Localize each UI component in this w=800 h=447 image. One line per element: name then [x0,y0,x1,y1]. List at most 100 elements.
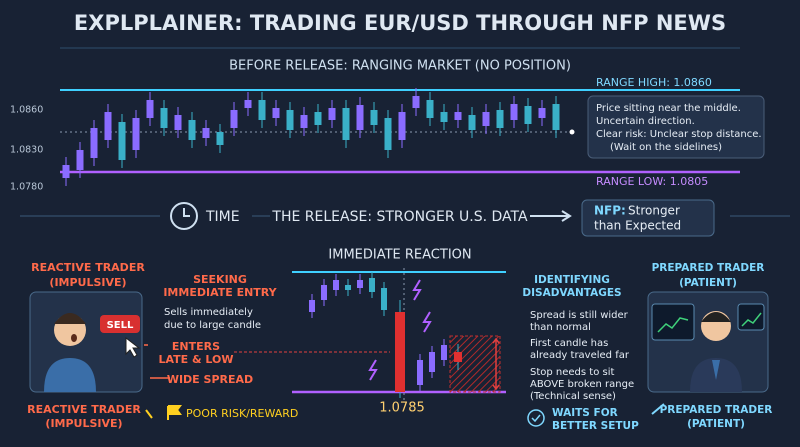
before-heading: BEFORE RELEASE: RANGING MARKET (NO POSIT… [229,59,571,74]
range-high-label: RANGE HIGH: 1.0860 [596,76,712,89]
point: than normal [530,322,591,333]
sell-label: SELL [107,320,134,331]
point: First candle has [530,338,608,349]
reactive-footer: REACTIVE TRADER [27,403,141,416]
candle-body [356,105,364,130]
candle-body [369,278,375,292]
range-low-label: RANGE LOW: 1.0805 [596,175,708,188]
candle-body [429,352,435,372]
candle-body [524,106,532,124]
candle-body [398,112,406,140]
axis-label: 1.0780 [10,182,43,193]
candle-body [538,108,546,118]
enters: LATE & LOW [158,353,233,366]
nfp-label: NFP: [594,204,626,218]
candle-body [300,115,308,128]
note-line: Price sitting near the middle. [596,103,741,114]
candle-body [244,100,252,108]
nfp-box [581,199,715,237]
candle-body [286,110,294,130]
candle-body [454,352,462,362]
sells-note: Sells immediately [164,307,253,318]
candle-body [146,100,154,118]
candle-body [272,108,280,118]
time-label: TIME [205,209,240,225]
note-line: Uncertain direction. [596,116,695,127]
prepared-title: (PATIENT) [679,277,737,289]
reactive-title: REACTIVE TRADER [31,261,145,274]
candle-body [132,118,140,150]
candle-body [328,108,336,120]
candle-body [357,280,363,288]
prepared-footer: PREPARED TRADER [660,404,773,416]
candle-body [552,104,560,130]
reaction-heading: IMMEDIATE REACTION [328,248,471,263]
axis-label: 1.0860 [10,105,43,116]
candle-body [160,108,168,128]
point: Spread is still wider [530,310,629,321]
candle-body [426,100,434,118]
candle-body [309,300,315,312]
candle-body [62,165,70,178]
candle-body [333,280,339,290]
candle-body [104,112,112,140]
note-line: (Wait on the sidelines) [610,142,722,153]
seeking: SEEKING [193,273,247,286]
seeking: IMMEDIATE ENTRY [163,286,277,299]
candle-body [381,288,387,310]
candle-body [496,110,504,128]
clock-icon [170,202,198,230]
candle-body [342,108,350,140]
note-line: Clear risk: Unclear stop distance. [596,129,762,140]
current-price [569,129,575,135]
candle-body [76,150,84,170]
candle-body [345,285,351,290]
candle-body [441,345,447,360]
release-heading: THE RELEASE: STRONGER U.S. DATA [271,209,528,225]
sells-note: due to large candle [164,320,261,331]
low-price: 1.0785 [379,401,425,416]
candle-body [412,96,420,108]
candle-body [384,118,392,150]
candle-body [395,312,405,392]
candle-body [321,285,327,300]
candle-body [188,120,196,140]
point: Stop needs to sit [530,367,614,378]
range-candles [62,88,560,186]
candle-body [482,112,490,126]
waits: WAITS FOR [552,407,618,419]
reaction-candles [309,272,462,398]
candle-body [174,115,182,130]
reactive-footer: (IMPULSIVE) [45,417,122,430]
nfp-text: than Expected [594,219,681,233]
wide-spread: WIDE SPREAD [167,373,253,386]
axis-label: 1.0830 [10,145,43,156]
candle-body [440,112,448,122]
title: EXPLPLAINER: TRADING EUR/USD THROUGH NFP… [74,11,726,35]
candle-body [230,110,238,128]
sell-button[interactable] [100,315,140,333]
candle-body [90,128,98,158]
prepared-footer: (PATIENT) [687,418,745,430]
waits: BETTER SETUP [552,420,639,432]
candle-body [370,110,378,125]
candle-body [510,104,518,120]
identifying: IDENTIFYING [534,274,610,286]
nfp-text: Stronger [628,204,680,218]
reactive-title: (IMPULSIVE) [49,276,126,289]
prepared-title: PREPARED TRADER [652,262,765,274]
note-box [587,95,765,159]
identifying: DISADVANTAGES [522,287,621,299]
candle-body [216,132,224,145]
enters: ENTERS [172,340,220,353]
candle-body [417,360,423,385]
candle-body [258,100,266,120]
candle-body [314,112,322,125]
point: already traveled far [530,350,630,361]
candle-body [202,128,210,138]
candle-body [454,112,462,120]
poor-risk: POOR RISK/REWARD [186,407,298,420]
candle-body [468,115,476,130]
point: (Technical sense) [530,391,616,402]
